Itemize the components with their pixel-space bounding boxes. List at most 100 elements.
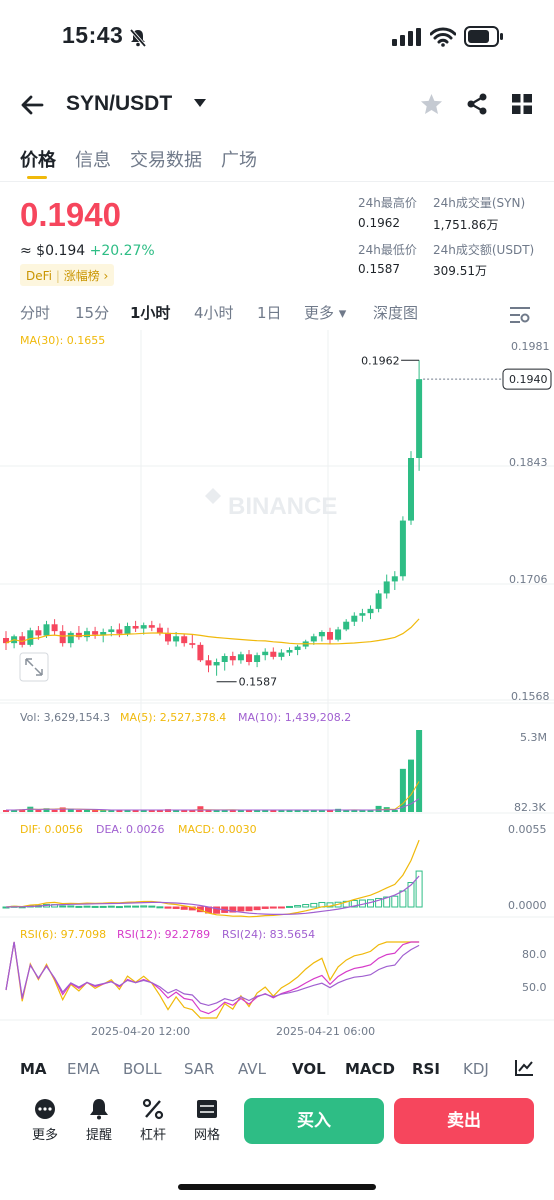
candle-body (189, 643, 196, 645)
volume-bar (124, 809, 131, 812)
interval-15m[interactable]: 15分 (75, 304, 110, 322)
more-action[interactable]: 更多 (25, 1098, 65, 1143)
volume-bar (278, 810, 285, 812)
pair-header: SYN/USDT (0, 80, 554, 130)
indicator-avl[interactable]: AVL (238, 1060, 266, 1078)
macd-histogram-bar (132, 905, 140, 908)
candle-body (213, 662, 220, 666)
grid-action[interactable]: 网格 (187, 1098, 227, 1143)
interval-1h[interactable]: 1小时 (130, 304, 171, 322)
macd-histogram-bar (237, 906, 245, 912)
leverage-label: 杠杆 (139, 1128, 166, 1143)
candle-body (19, 636, 26, 645)
candle-body (132, 626, 139, 629)
candle-body (343, 621, 350, 630)
usd-price-line: ≈ $0.194 +20.27% (20, 243, 155, 259)
indicator-kdj[interactable]: KDJ (463, 1060, 489, 1078)
indicator-ma[interactable]: MA (20, 1060, 47, 1078)
volume-bar (213, 810, 220, 812)
candle-body (51, 624, 58, 632)
macd-histogram-bar (269, 906, 277, 909)
category-tag[interactable]: DeFi | 涨幅榜 › (20, 264, 115, 286)
indicator-ema[interactable]: EMA (67, 1060, 100, 1078)
macd-histogram-bar (83, 905, 91, 908)
indicator-settings-icon[interactable] (514, 1059, 534, 1077)
rsi-tick-50: 50.0 (522, 981, 547, 994)
indicator-boll[interactable]: BOLL (123, 1060, 162, 1078)
volume-bar (100, 810, 107, 812)
candle-body (286, 650, 293, 653)
interval-4h[interactable]: 4小时 (194, 304, 234, 322)
interval-1d[interactable]: 1日 (257, 304, 282, 322)
macd-histogram-bar (59, 905, 67, 908)
tab-trading-data[interactable]: 交易数据 (130, 150, 202, 171)
tab-square[interactable]: 广场 (221, 150, 257, 171)
tag-gainers[interactable]: 涨幅榜 › (63, 269, 109, 283)
layout-grid-icon[interactable] (512, 94, 532, 114)
fullscreen-expand-icon[interactable] (19, 652, 49, 682)
tab-info[interactable]: 信息 (75, 150, 111, 171)
alert-action[interactable]: 提醒 (79, 1098, 119, 1143)
candle-body (221, 656, 228, 662)
back-arrow-icon[interactable] (20, 94, 44, 116)
favorite-star-icon[interactable] (420, 93, 443, 115)
interval-more[interactable]: 更多 ▾ (304, 304, 347, 322)
more-dots-icon (35, 1099, 55, 1119)
last-price: 0.1940 (20, 196, 121, 233)
rsi12-label: RSI(12): 92.2789 (117, 928, 210, 941)
candle-body (270, 651, 277, 657)
candle-body (148, 625, 155, 628)
share-icon[interactable] (466, 93, 488, 115)
macd-histogram-bar (245, 906, 253, 912)
interval-timeline[interactable]: 分时 (20, 304, 51, 322)
volume-bar (11, 810, 18, 812)
indicator-rsi[interactable]: RSI (412, 1060, 440, 1078)
chart-settings-icon[interactable] (510, 306, 530, 324)
volume-base-label: 24h成交量(SYN) (433, 196, 526, 210)
buy-button[interactable]: 买入 (244, 1098, 384, 1144)
indicator-vol[interactable]: VOL (292, 1060, 326, 1078)
bell-muted-icon (129, 28, 147, 48)
volume-bar (294, 810, 301, 812)
macd-histogram-bar (107, 905, 115, 908)
rsi-series (5, 941, 420, 1019)
candle-body (262, 651, 269, 656)
volume-bar (19, 809, 26, 812)
macd-histogram-bar (172, 906, 180, 909)
volume-bar (286, 810, 293, 812)
volume-bar (391, 810, 398, 812)
macd-histogram-bar (294, 905, 302, 908)
indicator-macd[interactable]: MACD (345, 1060, 395, 1078)
macd-histogram-bar (180, 906, 188, 910)
candle-body (92, 631, 99, 635)
tag-defi[interactable]: DeFi (26, 269, 52, 283)
macd-histogram-bar (91, 905, 99, 908)
leverage-action[interactable]: 杠杆 (133, 1098, 173, 1143)
sell-button[interactable]: 卖出 (394, 1098, 534, 1144)
high-marker-text: 0.1962 (361, 354, 400, 367)
high-24h-value: 0.1962 (358, 216, 400, 230)
candle-body (318, 632, 325, 637)
macd-histogram-bar (375, 897, 383, 908)
volume-bar (140, 810, 147, 812)
volume-ma5-line (6, 781, 420, 811)
macd-histogram-bar (399, 890, 407, 908)
candle-body (416, 379, 423, 458)
candle-body (108, 629, 115, 632)
macd-histogram-bar (99, 905, 107, 908)
indicator-sar[interactable]: SAR (184, 1060, 215, 1078)
price-chart[interactable]: BINANCE 0.1940 0.1962 0.1587 MA(30): 0.165… (0, 330, 554, 1050)
volume-bar (67, 808, 74, 812)
candle-body (383, 581, 390, 594)
chart-grid (0, 330, 554, 1021)
pair-dropdown-icon[interactable] (194, 99, 206, 108)
candle-body (294, 646, 301, 650)
depth-chart-tab[interactable]: 深度图 (373, 304, 419, 322)
volume-tick-max: 5.3M (520, 731, 547, 744)
ma30-label: MA(30): 0.1655 (20, 334, 105, 347)
grid-bot-icon (197, 1100, 217, 1118)
macd-histogram-bar (261, 906, 269, 909)
pair-title[interactable]: SYN/USDT (66, 92, 173, 115)
tab-price[interactable]: 价格 (20, 150, 56, 171)
volume-bar (343, 809, 350, 812)
